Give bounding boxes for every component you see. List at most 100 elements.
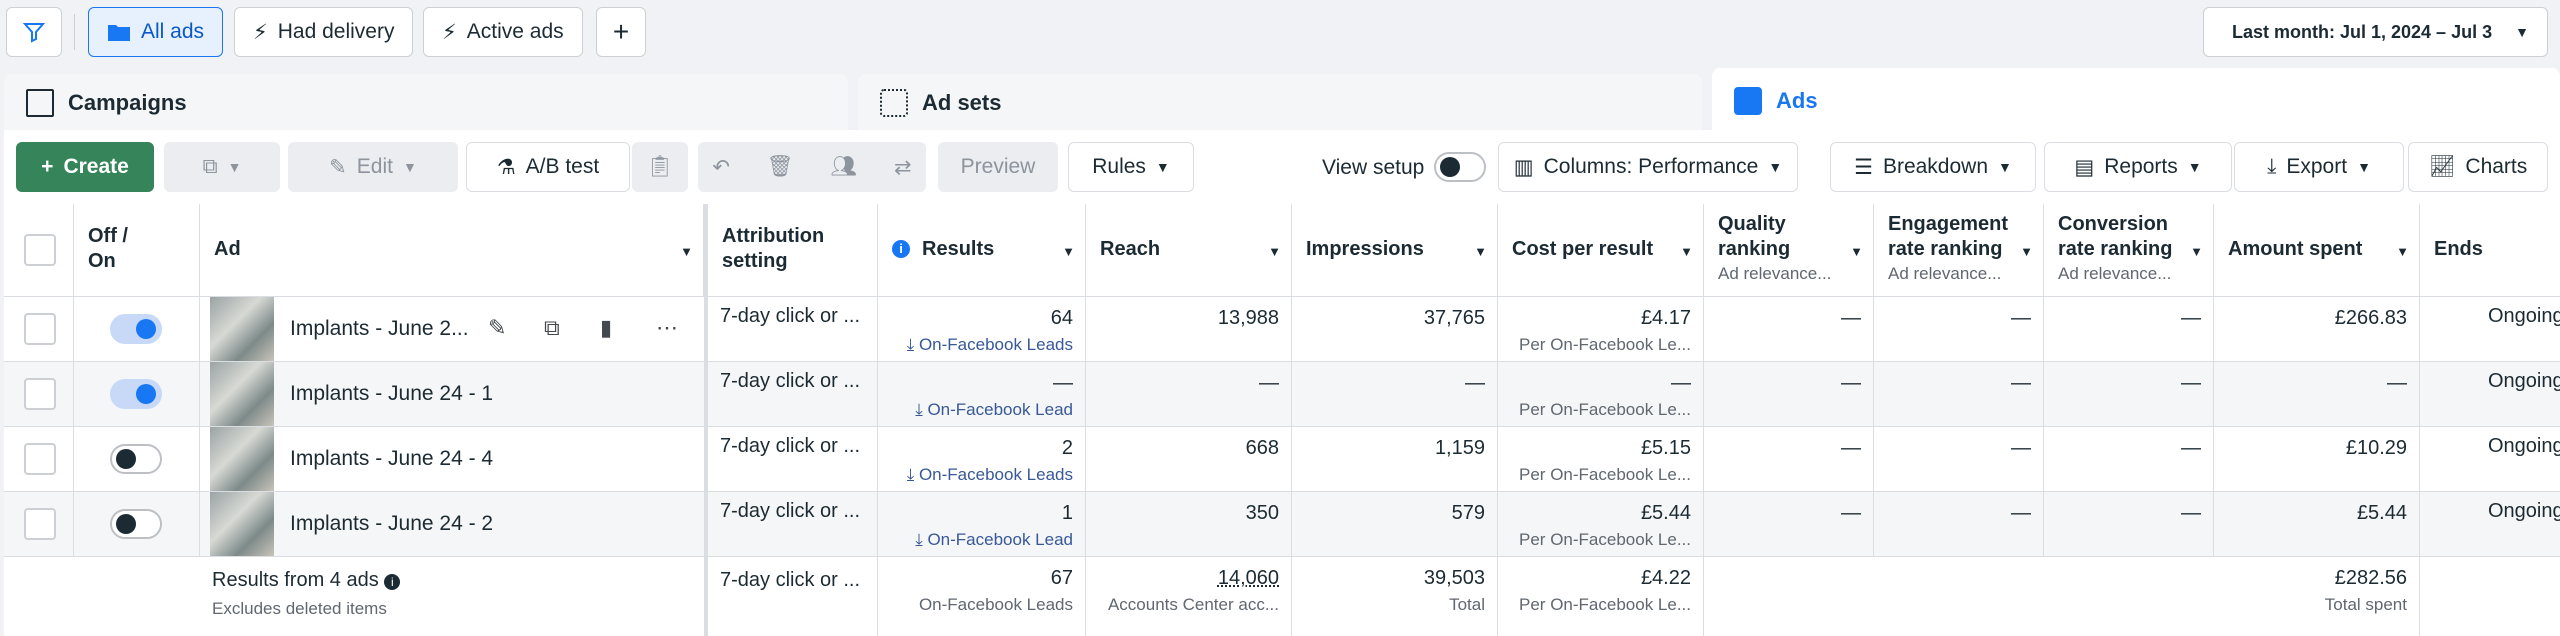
header-impressions[interactable]: Impressions ▼ [1292, 204, 1498, 296]
people-icon[interactable]: 👥︎ [830, 155, 858, 178]
duplicate-icon[interactable]: ⧉ [544, 315, 560, 340]
caret-down-icon: ▼ [402, 159, 417, 175]
trash-icon[interactable]: 🗑︎ [766, 155, 794, 178]
preview-button[interactable]: Preview [938, 142, 1058, 192]
header-cost-per-result-label: Cost per result [1512, 238, 1654, 260]
edit-button[interactable]: ✎ Edit ▼ [288, 142, 458, 192]
header-impressions-label: Impressions [1306, 238, 1424, 260]
header-ad-label: Ad [214, 238, 241, 260]
caret-down-icon: ▼ [2190, 244, 2203, 259]
results-type[interactable]: ⤓ On-Facebook Leads [907, 335, 1073, 355]
had-delivery-filter[interactable]: ⚡︎ Had delivery [234, 7, 414, 57]
ad-status-toggle[interactable] [110, 444, 162, 474]
all-ads-filter[interactable]: All ads [88, 7, 224, 57]
header-engagement-label: Engagement rate ranking [1888, 213, 2009, 260]
columns-button[interactable]: ▥ Columns: Performance ▼ [1498, 142, 1798, 192]
tab-ad-sets[interactable]: Ad sets [858, 74, 1702, 132]
header-results[interactable]: i Results ▼ [878, 204, 1086, 296]
table-row[interactable]: Implants - June 24 - 1 7-day click or ..… [4, 361, 2560, 426]
header-off-on[interactable]: Off / On [74, 204, 200, 296]
engagement-value: — [2011, 307, 2031, 329]
export-button[interactable]: ⤓ Export ▼ [2234, 142, 2404, 192]
ad-status-toggle[interactable] [110, 379, 162, 409]
header-reach[interactable]: Reach ▼ [1086, 204, 1292, 296]
summary-results: 67 On-Facebook Leads [878, 557, 1086, 636]
reports-button[interactable]: ▤ Reports ▼ [2044, 142, 2232, 192]
row-checkbox[interactable] [24, 508, 56, 540]
quality-value: — [1841, 437, 1861, 459]
tab-ads[interactable]: Ads [1712, 68, 2560, 134]
results-type[interactable]: ⤓ On-Facebook Leads [907, 465, 1073, 485]
row-reach: 668 [1086, 427, 1292, 491]
select-all-cell [4, 204, 74, 296]
swap-icon[interactable]: ⇄ [893, 155, 912, 179]
ad-name[interactable]: Implants - June 24 - 4 [290, 447, 494, 470]
undo-icon[interactable]: ↶ [712, 155, 731, 179]
header-cost-per-result[interactable]: Cost per result ▼ [1498, 204, 1704, 296]
create-button[interactable]: + Create [16, 142, 154, 192]
edit-label: Edit [356, 155, 393, 178]
header-ends[interactable]: Ends ▼ [2420, 204, 2560, 296]
summary-impressions-value: 39,503 [1423, 567, 1485, 589]
more-icon[interactable]: ⋯ [656, 315, 678, 340]
select-all-checkbox[interactable] [24, 234, 56, 266]
row-reach: 13,988 [1086, 297, 1292, 361]
ab-test-button[interactable]: ⚗ A/B test [466, 142, 630, 192]
header-attribution[interactable]: Attribution setting [708, 204, 878, 296]
attribution-text: 7-day click or ... [720, 370, 861, 392]
rules-button[interactable]: Rules ▼ [1068, 142, 1194, 192]
header-engagement-sub: Ad relevance... [1888, 264, 2002, 283]
results-type[interactable]: ⤓ On-Facebook Lead [915, 530, 1073, 550]
tab-campaigns[interactable]: Campaigns [4, 74, 848, 132]
ad-status-toggle[interactable] [110, 314, 162, 344]
row-engagement: — [1874, 362, 2044, 426]
row-reach: — [1086, 362, 1292, 426]
clipboard-button[interactable]: 📋︎ [632, 142, 688, 192]
ends-value: Ongoing [2488, 370, 2560, 392]
header-amount-spent[interactable]: Amount spent ▼ [2214, 204, 2420, 296]
active-ads-filter[interactable]: ⚡︎ Active ads [423, 7, 583, 57]
row-results: — ⤓ On-Facebook Lead [878, 362, 1086, 426]
row-conversion: — [2044, 492, 2214, 556]
view-setup-toggle[interactable] [1434, 152, 1486, 182]
edit-pencil-icon[interactable]: ✎ [488, 315, 507, 340]
row-checkbox[interactable] [24, 378, 56, 410]
impressions-value: 1,159 [1434, 437, 1485, 459]
table-row[interactable]: Implants - June 24 - 2 7-day click or ..… [4, 491, 2560, 556]
summary-attribution: 7-day click or ... [708, 557, 878, 636]
export-label: Export [2286, 155, 2348, 178]
chart-icon[interactable]: ▮ [600, 315, 613, 340]
table-row[interactable]: Implants - June 2... ✎ ⧉ ▮ ⋯ 7-day click… [4, 296, 2560, 361]
row-spent: — [2214, 362, 2420, 426]
columns-icon: ▥ [1513, 155, 1534, 179]
ad-name[interactable]: Implants - June 24 - 1 [290, 382, 494, 405]
conversion-value: — [2181, 502, 2201, 524]
filter-icon[interactable] [6, 7, 62, 57]
ad-status-toggle[interactable] [110, 509, 162, 539]
duplicate-button[interactable]: ⧉ ▼ [164, 142, 280, 192]
header-ad[interactable]: Ad ▼ [200, 204, 704, 296]
add-filter-button[interactable]: + [596, 7, 646, 57]
results-value: 2 [1061, 437, 1073, 459]
table-row[interactable]: Implants - June 24 - 4 7-day click or ..… [4, 426, 2560, 491]
charts-label: Charts [2465, 155, 2528, 178]
header-quality-ranking[interactable]: Quality ranking Ad relevance... ▼ [1704, 204, 1874, 296]
header-conversion-ranking[interactable]: Conversion rate ranking Ad relevance... … [2044, 204, 2214, 296]
caret-down-icon: ▼ [2357, 159, 2371, 175]
results-type[interactable]: ⤓ On-Facebook Lead [915, 400, 1073, 420]
charts-button[interactable]: 📈︎ Charts [2408, 142, 2548, 192]
row-checkbox[interactable] [24, 313, 56, 345]
ad-name[interactable]: Implants - June 2... [290, 317, 469, 340]
caret-down-icon: ▼ [1680, 244, 1693, 259]
breakdown-button[interactable]: ☰ Breakdown ▼ [1830, 142, 2036, 192]
summary-cpr-sub: Per On-Facebook Le... [1519, 595, 1691, 614]
info-icon[interactable]: i [384, 574, 401, 590]
row-checkbox[interactable] [24, 443, 56, 475]
ad-name[interactable]: Implants - June 24 - 2 [290, 512, 494, 535]
caret-down-icon: ▼ [1474, 244, 1487, 259]
header-engagement-ranking[interactable]: Engagement rate ranking Ad relevance... … [1874, 204, 2044, 296]
ad-thumbnail [210, 362, 274, 426]
grid-icon [880, 89, 908, 117]
date-range-picker[interactable]: Last month: Jul 1, 2024 – Jul 3 ▼ [2203, 7, 2548, 57]
summary-spent-value: £282.56 [2334, 567, 2407, 589]
